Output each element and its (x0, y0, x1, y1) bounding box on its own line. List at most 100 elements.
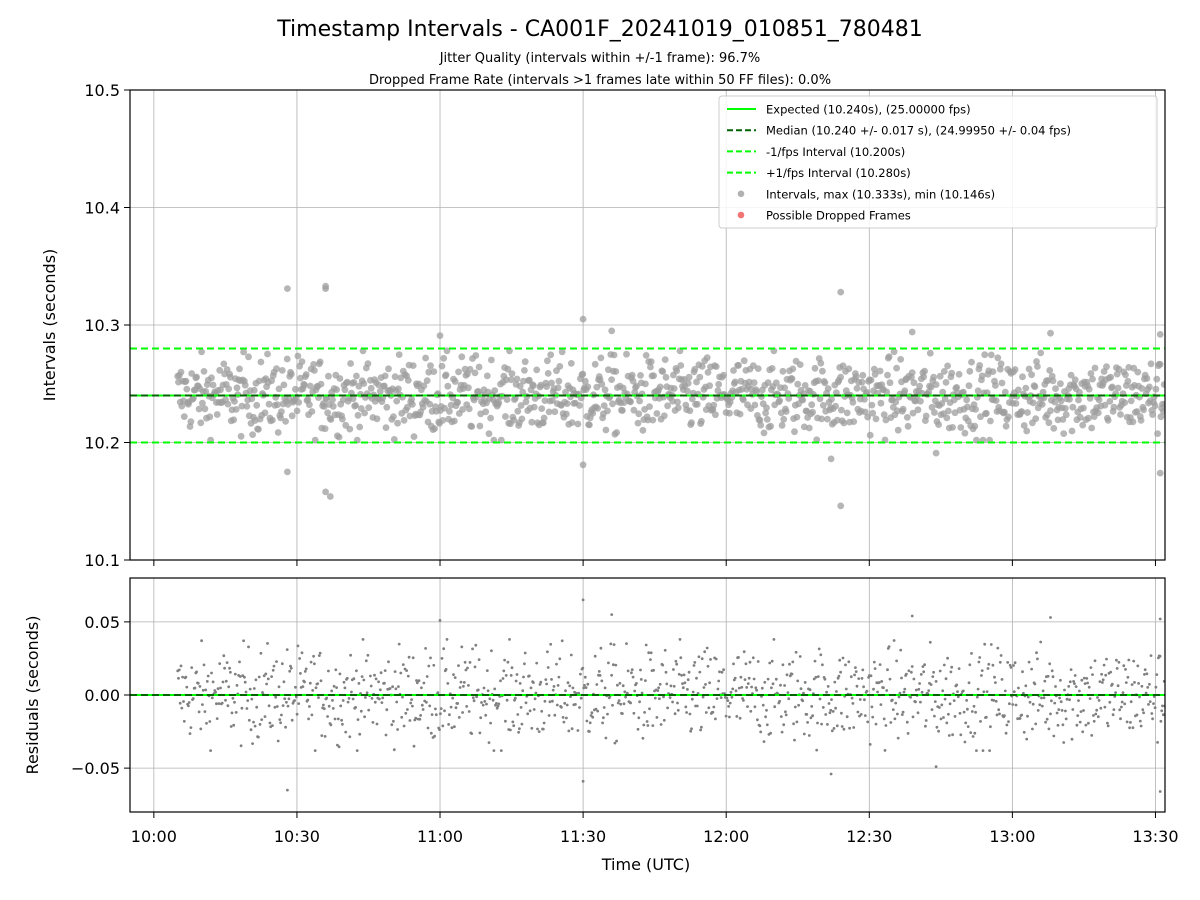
legend-label: Possible Dropped Frames (766, 209, 911, 223)
residual-point (357, 682, 361, 685)
residual-point (802, 691, 805, 695)
interval-point (352, 402, 359, 409)
residual-point (1025, 737, 1029, 741)
residual-point (672, 684, 676, 688)
residual-point (934, 680, 938, 683)
interval-point (442, 371, 450, 379)
interval-point (324, 409, 331, 417)
interval-point (816, 395, 824, 403)
residual-point (1005, 723, 1009, 727)
interval-point (785, 395, 793, 402)
interval-point (942, 379, 950, 386)
residual-point (725, 696, 729, 700)
interval-point (292, 385, 299, 393)
residual-point (597, 670, 601, 673)
residual-point (1162, 713, 1165, 717)
residual-point (570, 727, 574, 731)
residual-point (601, 721, 604, 725)
residual-point (538, 683, 542, 686)
interval-point (1031, 383, 1039, 391)
interval-point (776, 397, 783, 404)
residual-point (295, 712, 299, 716)
residual-point (457, 664, 460, 667)
interval-point (230, 416, 238, 424)
residual-point (197, 710, 201, 714)
interval-point (339, 415, 346, 423)
legend-label: +1/fps Interval (10.280s) (766, 166, 911, 180)
residual-point (666, 706, 669, 710)
interval-point (426, 400, 434, 408)
residual-point (993, 675, 996, 679)
residual-point (649, 658, 652, 661)
residual-point (406, 674, 410, 678)
interval-point (1106, 398, 1114, 405)
interval-point (1127, 397, 1135, 405)
residual-point (471, 696, 475, 700)
residual-point (279, 721, 282, 725)
residual-point (840, 711, 843, 715)
residual-point (446, 682, 450, 685)
residual-point (675, 662, 679, 666)
residual-point (1081, 730, 1085, 734)
interval-point (183, 385, 191, 393)
residual-point (726, 699, 730, 702)
residual-point (917, 687, 921, 691)
interval-point (178, 402, 186, 410)
residual-point (450, 726, 454, 730)
residual-point (728, 715, 731, 719)
residual-point (991, 663, 995, 667)
residual-point (467, 684, 470, 687)
residual-point (546, 650, 549, 654)
interval-point (1076, 413, 1084, 421)
interval-point (198, 348, 206, 356)
interval-point (1156, 360, 1164, 368)
residual-point (594, 707, 598, 711)
residual-point (238, 675, 242, 678)
residual-point (690, 727, 693, 731)
residual-point (190, 666, 194, 669)
residual-point (230, 711, 234, 715)
interval-point (1114, 384, 1122, 392)
residual-point (626, 669, 630, 673)
interval-point (926, 349, 934, 357)
interval-point (997, 360, 1005, 368)
residual-point (407, 655, 411, 659)
interval-point (1028, 371, 1035, 379)
interval-point (243, 403, 251, 410)
residual-point (1042, 696, 1046, 700)
residual-point (311, 689, 315, 692)
residual-point (542, 721, 546, 725)
residual-point (206, 674, 210, 678)
residual-point (678, 638, 682, 641)
residual-point (910, 665, 914, 668)
interval-point (751, 401, 759, 409)
residual-point (513, 696, 517, 700)
interval-point (265, 400, 273, 408)
interval-point (508, 370, 516, 377)
residual-point (461, 711, 464, 714)
residual-point (613, 741, 617, 745)
residual-point (501, 677, 505, 680)
residual-point (345, 676, 349, 680)
residual-point (598, 674, 602, 677)
residual-point (475, 695, 478, 699)
residual-point (992, 699, 996, 702)
interval-point (576, 402, 583, 409)
interval-point (1005, 413, 1012, 421)
residual-point (1092, 719, 1096, 723)
residual-point (301, 685, 305, 688)
interval-point (814, 377, 822, 385)
residual-point (387, 660, 390, 664)
residual-point (303, 680, 306, 684)
interval-point (581, 377, 589, 385)
residual-point (630, 671, 633, 675)
residual-point (672, 668, 675, 671)
interval-point (543, 383, 550, 390)
interval-point (1022, 384, 1030, 392)
residual-point (516, 713, 520, 716)
residual-point (746, 682, 750, 685)
residual-point (618, 681, 622, 685)
residual-point (555, 703, 559, 707)
residual-point (569, 653, 573, 657)
interval-point (365, 404, 373, 411)
